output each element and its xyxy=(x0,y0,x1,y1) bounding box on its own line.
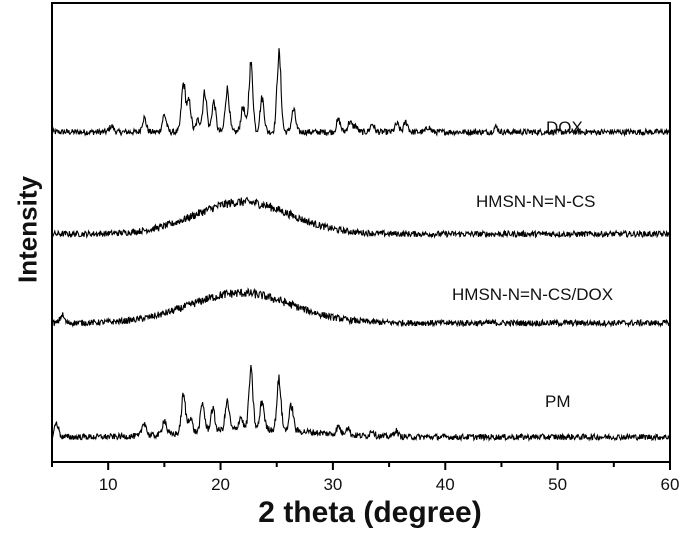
series-label-pm: PM xyxy=(545,392,571,411)
series-label-hmsn-cs-dox: HMSN-N=N-CS/DOX xyxy=(452,285,614,304)
series-label-hmsn-cs: HMSN-N=N-CS xyxy=(476,192,596,211)
series-label-dox: DOX xyxy=(546,118,583,137)
x-tick-label: 30 xyxy=(323,475,343,494)
x-tick-label: 10 xyxy=(98,475,118,494)
series-line xyxy=(51,287,671,328)
x-axis-ticks xyxy=(51,462,671,470)
series-curves xyxy=(51,48,671,442)
x-tick-label: 40 xyxy=(435,475,455,494)
series-line xyxy=(51,48,671,138)
x-tick-label: 20 xyxy=(211,475,230,494)
x-tick-label: 50 xyxy=(548,475,568,494)
y-axis-label: Intensity xyxy=(12,176,43,283)
x-axis-label: 2 theta (degree) xyxy=(258,496,482,529)
series-line xyxy=(51,196,671,239)
x-tick-label: 60 xyxy=(660,475,680,494)
series-line xyxy=(51,365,671,442)
